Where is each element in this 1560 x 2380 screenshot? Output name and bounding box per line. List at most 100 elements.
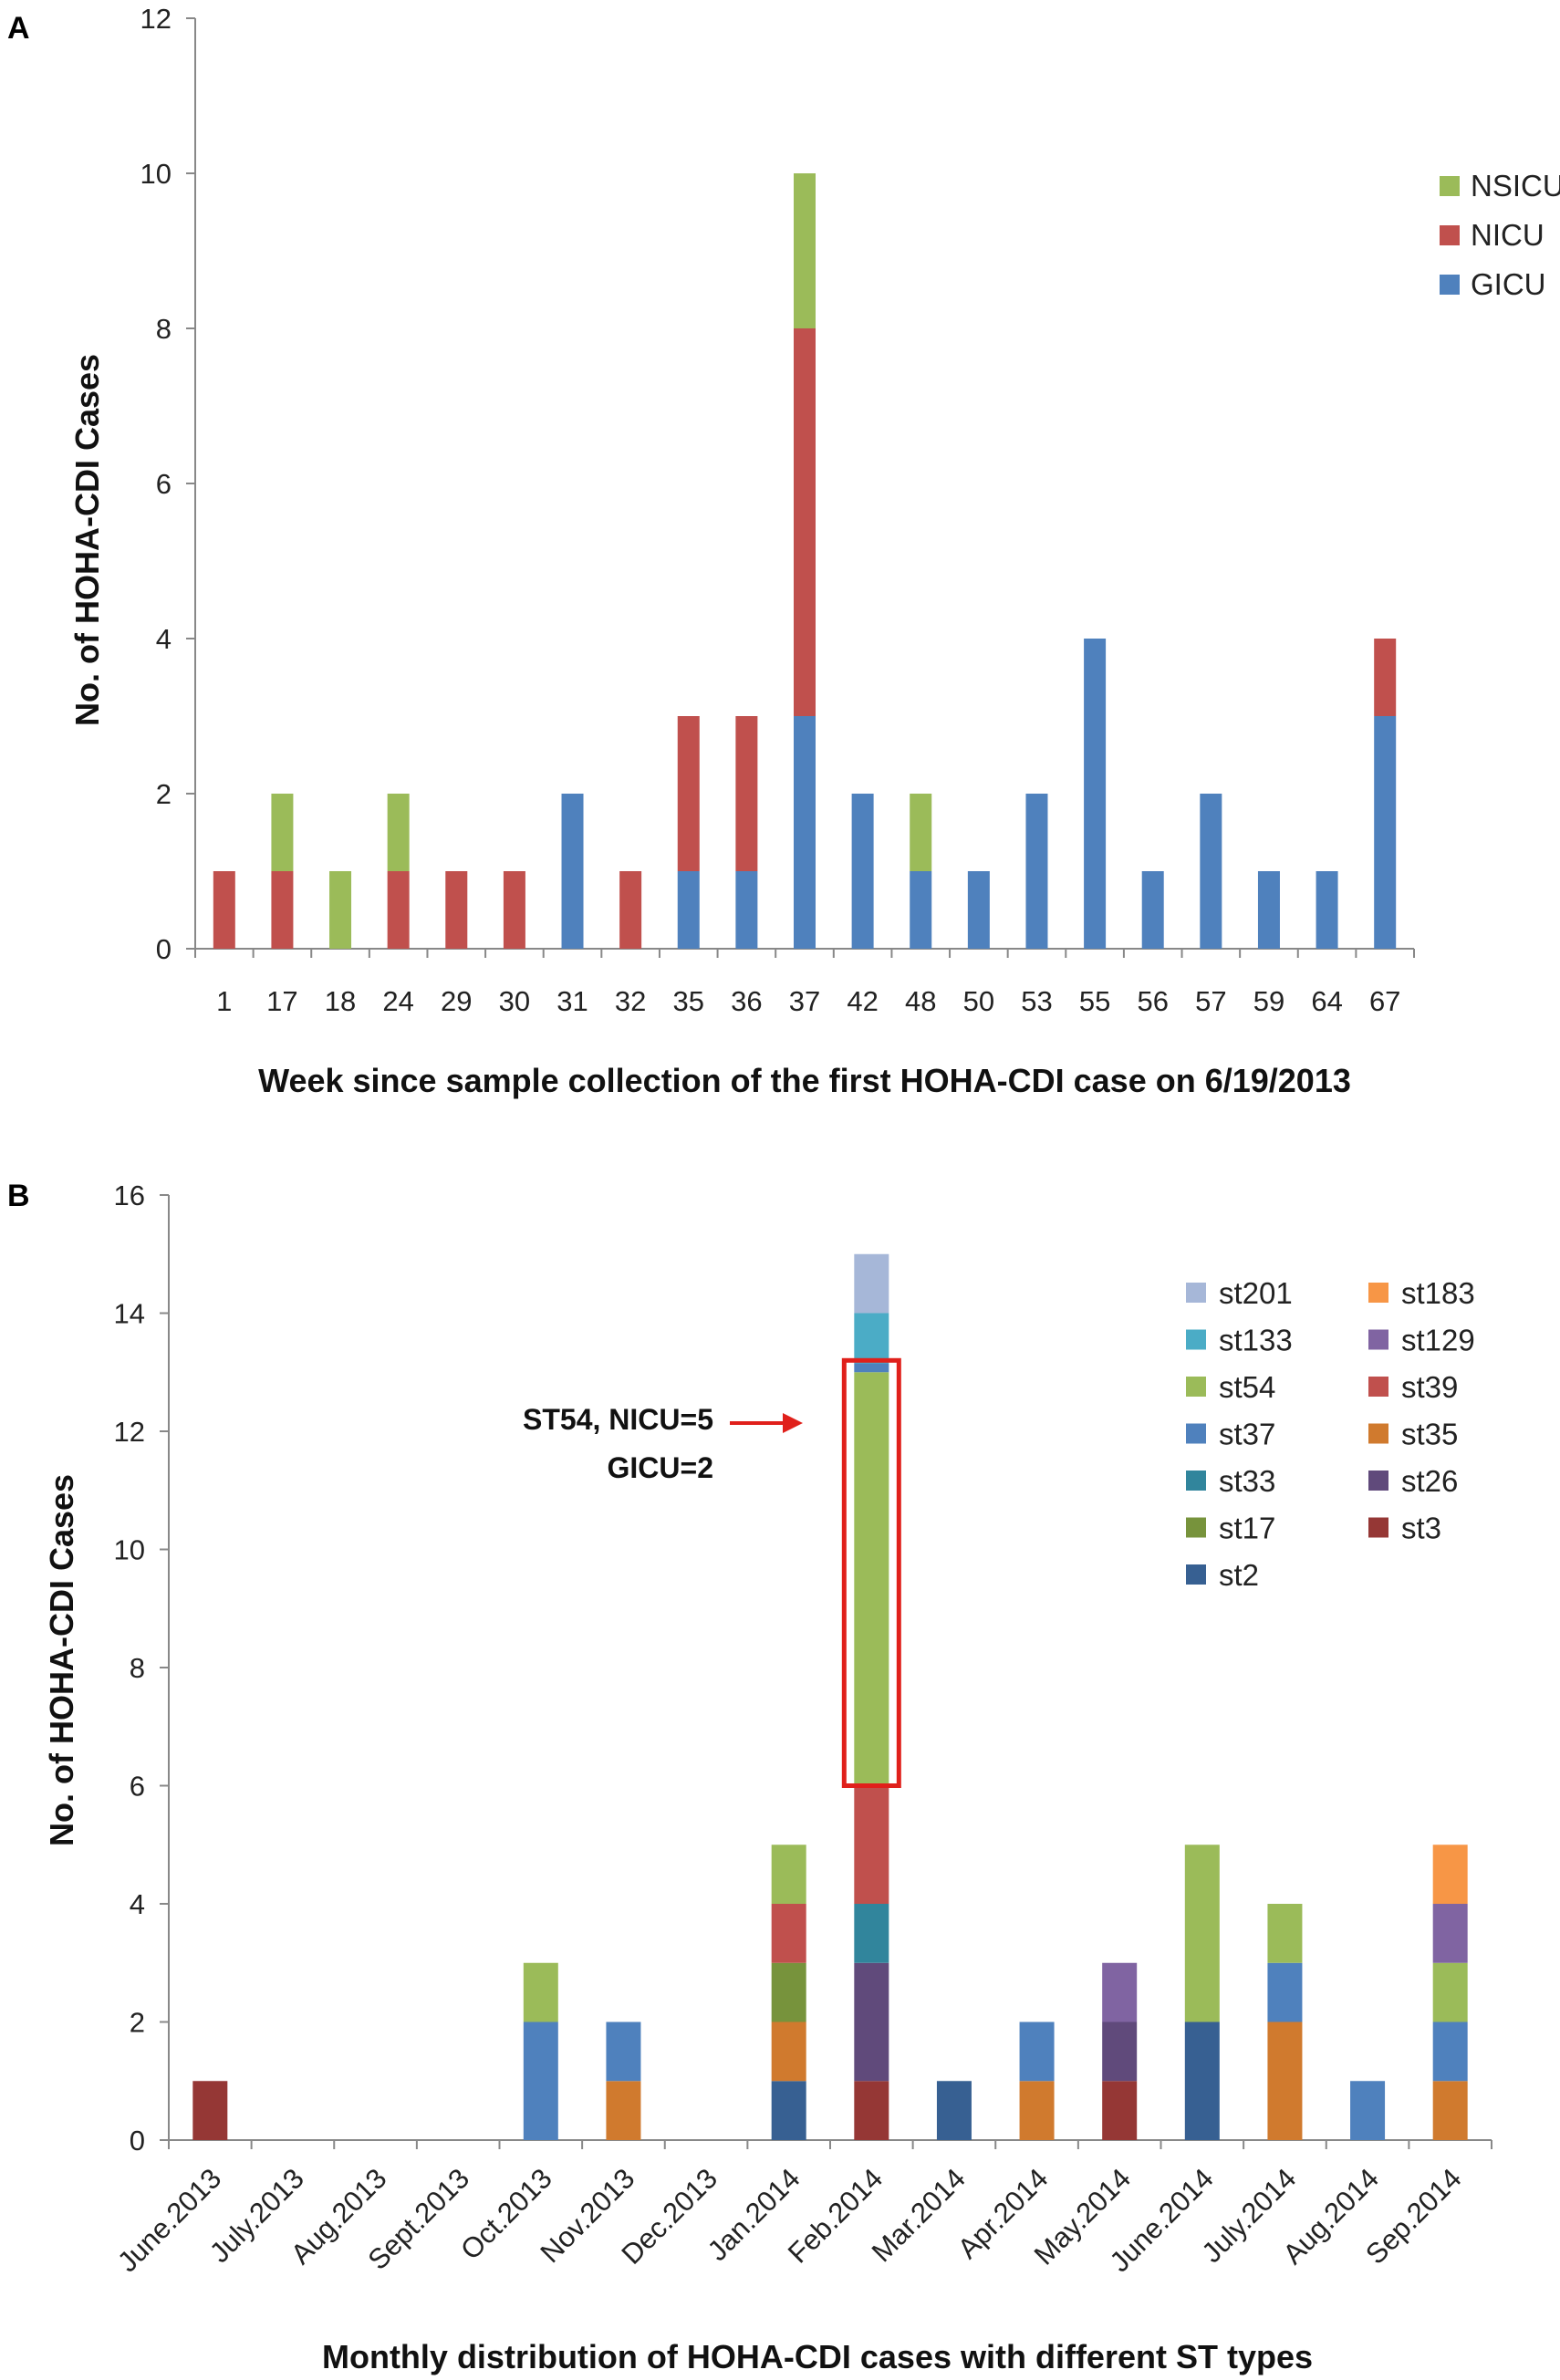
bar-st54-June.2014	[1184, 1845, 1220, 2022]
x-tick-label: 48	[905, 985, 936, 1017]
bar-st26-May.2014	[1102, 2021, 1138, 2082]
x-tick-label: 29	[441, 985, 472, 1017]
y-tick-label: 6	[156, 468, 172, 500]
bar-st37-Aug.2014	[1350, 2081, 1386, 2140]
legend-label-st183: st183	[1401, 1276, 1475, 1310]
y-tick-label: 6	[130, 1771, 145, 1803]
y-tick-label: 2	[156, 778, 172, 810]
bar-st2-Jan.2014	[771, 2081, 806, 2140]
legend-swatch-gicu	[1440, 275, 1460, 295]
panel-b-label: B	[7, 1179, 30, 1213]
y-tick-label: 8	[156, 313, 172, 345]
annotation-line2: GICU=2	[608, 1451, 713, 1484]
x-tick-label: 67	[1369, 985, 1400, 1017]
x-tick-label: 36	[731, 985, 762, 1017]
x-tick-label: 53	[1021, 985, 1052, 1017]
y-tick-label: 8	[130, 1652, 145, 1684]
legend-swatch-st26	[1368, 1471, 1388, 1491]
legend-label-st37: st37	[1219, 1418, 1275, 1451]
bar-st2-Mar.2014	[936, 2081, 972, 2140]
bar-st37-Apr.2014	[1019, 2021, 1055, 2082]
legend-swatch-st39	[1368, 1377, 1388, 1397]
bar-NSICU-48	[910, 794, 932, 871]
bar-st26-Feb.2014	[854, 1962, 889, 2082]
bar-NICU-30	[503, 871, 525, 949]
bar-NICU-32	[619, 871, 642, 949]
bar-NICU-1	[213, 871, 235, 949]
legend-swatch-st133	[1186, 1329, 1206, 1350]
y-tick-label: 2	[130, 2007, 145, 2039]
bar-st129-May.2014	[1102, 1962, 1138, 2022]
legend-label-st54: st54	[1219, 1370, 1275, 1404]
bar-GICU-57	[1200, 794, 1222, 949]
legend-label-st133: st133	[1219, 1324, 1293, 1357]
legend-label-st2: st2	[1219, 1558, 1259, 1592]
bar-st39-Jan.2014	[771, 1904, 806, 1963]
bar-st17-Jan.2014	[771, 1962, 806, 2022]
chart-a-y-axis-label: No. of HOHA-CDI Cases	[68, 354, 106, 726]
bar-st37-Oct.2013	[523, 2021, 558, 2140]
bar-NICU-17	[271, 871, 294, 949]
y-tick-label: 16	[114, 1180, 145, 1211]
bar-st3-May.2014	[1102, 2081, 1138, 2140]
x-tick-label: 18	[325, 985, 356, 1017]
bar-st39-Feb.2014	[854, 1785, 889, 1904]
bar-st35-Sep.2014	[1432, 2081, 1468, 2140]
bar-st201-Feb.2014	[854, 1253, 889, 1314]
legend-swatch-st17	[1186, 1517, 1206, 1538]
x-tick-label: 1	[216, 985, 232, 1017]
bar-NSICU-18	[329, 871, 352, 949]
bar-st37-Nov.2013	[606, 2021, 641, 2082]
bar-NICU-35	[677, 716, 700, 871]
legend-swatch-st33	[1186, 1471, 1206, 1491]
bar-NSICU-24	[387, 794, 410, 871]
chart-b-x-axis-label: Monthly distribution of HOHA-CDI cases w…	[322, 2338, 1313, 2375]
legend-label-nsicu: NSICU	[1471, 169, 1560, 203]
legend-label-st26: st26	[1401, 1464, 1458, 1498]
x-tick-label: 59	[1253, 985, 1284, 1017]
x-tick-label: 35	[673, 985, 704, 1017]
annotation-line1: ST54, NICU=5	[523, 1403, 713, 1436]
x-tick-label: 55	[1079, 985, 1110, 1017]
legend-label-st39: st39	[1401, 1370, 1458, 1404]
y-tick-label: 12	[114, 1416, 145, 1448]
bar-GICU-67	[1374, 716, 1397, 949]
legend-swatch-st183	[1368, 1283, 1388, 1303]
x-tick-label: 31	[556, 985, 588, 1017]
y-tick-label: 10	[140, 158, 172, 190]
legend-swatch-st2	[1186, 1564, 1206, 1585]
x-tick-label: 37	[789, 985, 820, 1017]
x-tick-label: 24	[382, 985, 413, 1017]
legend-label-st35: st35	[1401, 1418, 1458, 1451]
y-tick-label: 4	[130, 1888, 145, 1920]
bar-GICU-31	[561, 794, 584, 949]
bar-st183-Sep.2014	[1432, 1845, 1468, 1904]
bar-st129-Sep.2014	[1432, 1904, 1468, 1963]
bar-st35-Jan.2014	[771, 2021, 806, 2082]
legend-label-st3: st3	[1401, 1512, 1441, 1545]
y-tick-label: 0	[130, 2125, 145, 2157]
x-tick-label: 30	[499, 985, 530, 1017]
bar-GICU-56	[1141, 871, 1164, 949]
bar-NICU-29	[445, 871, 468, 949]
bar-st54-July.2014	[1267, 1904, 1303, 1963]
x-tick-label: 32	[615, 985, 646, 1017]
x-tick-label: 50	[963, 985, 994, 1017]
legend-label-nicu: NICU	[1471, 218, 1544, 252]
panel-a-label: A	[7, 11, 30, 46]
bar-st37-July.2014	[1267, 1962, 1303, 2022]
bar-NICU-37	[794, 328, 816, 716]
x-tick-label: 57	[1195, 985, 1226, 1017]
x-tick-label: June.2013	[111, 2162, 227, 2278]
legend-swatch-st129	[1368, 1329, 1388, 1350]
x-tick-label: 56	[1137, 985, 1168, 1017]
bar-NICU-67	[1374, 639, 1397, 716]
bar-st3-Feb.2014	[854, 2081, 889, 2140]
bar-NSICU-17	[271, 794, 294, 871]
legend-swatch-st201	[1186, 1283, 1206, 1303]
y-tick-label: 10	[114, 1534, 145, 1566]
legend-swatch-st35	[1368, 1423, 1388, 1444]
legend-swatch-st3	[1368, 1517, 1388, 1538]
